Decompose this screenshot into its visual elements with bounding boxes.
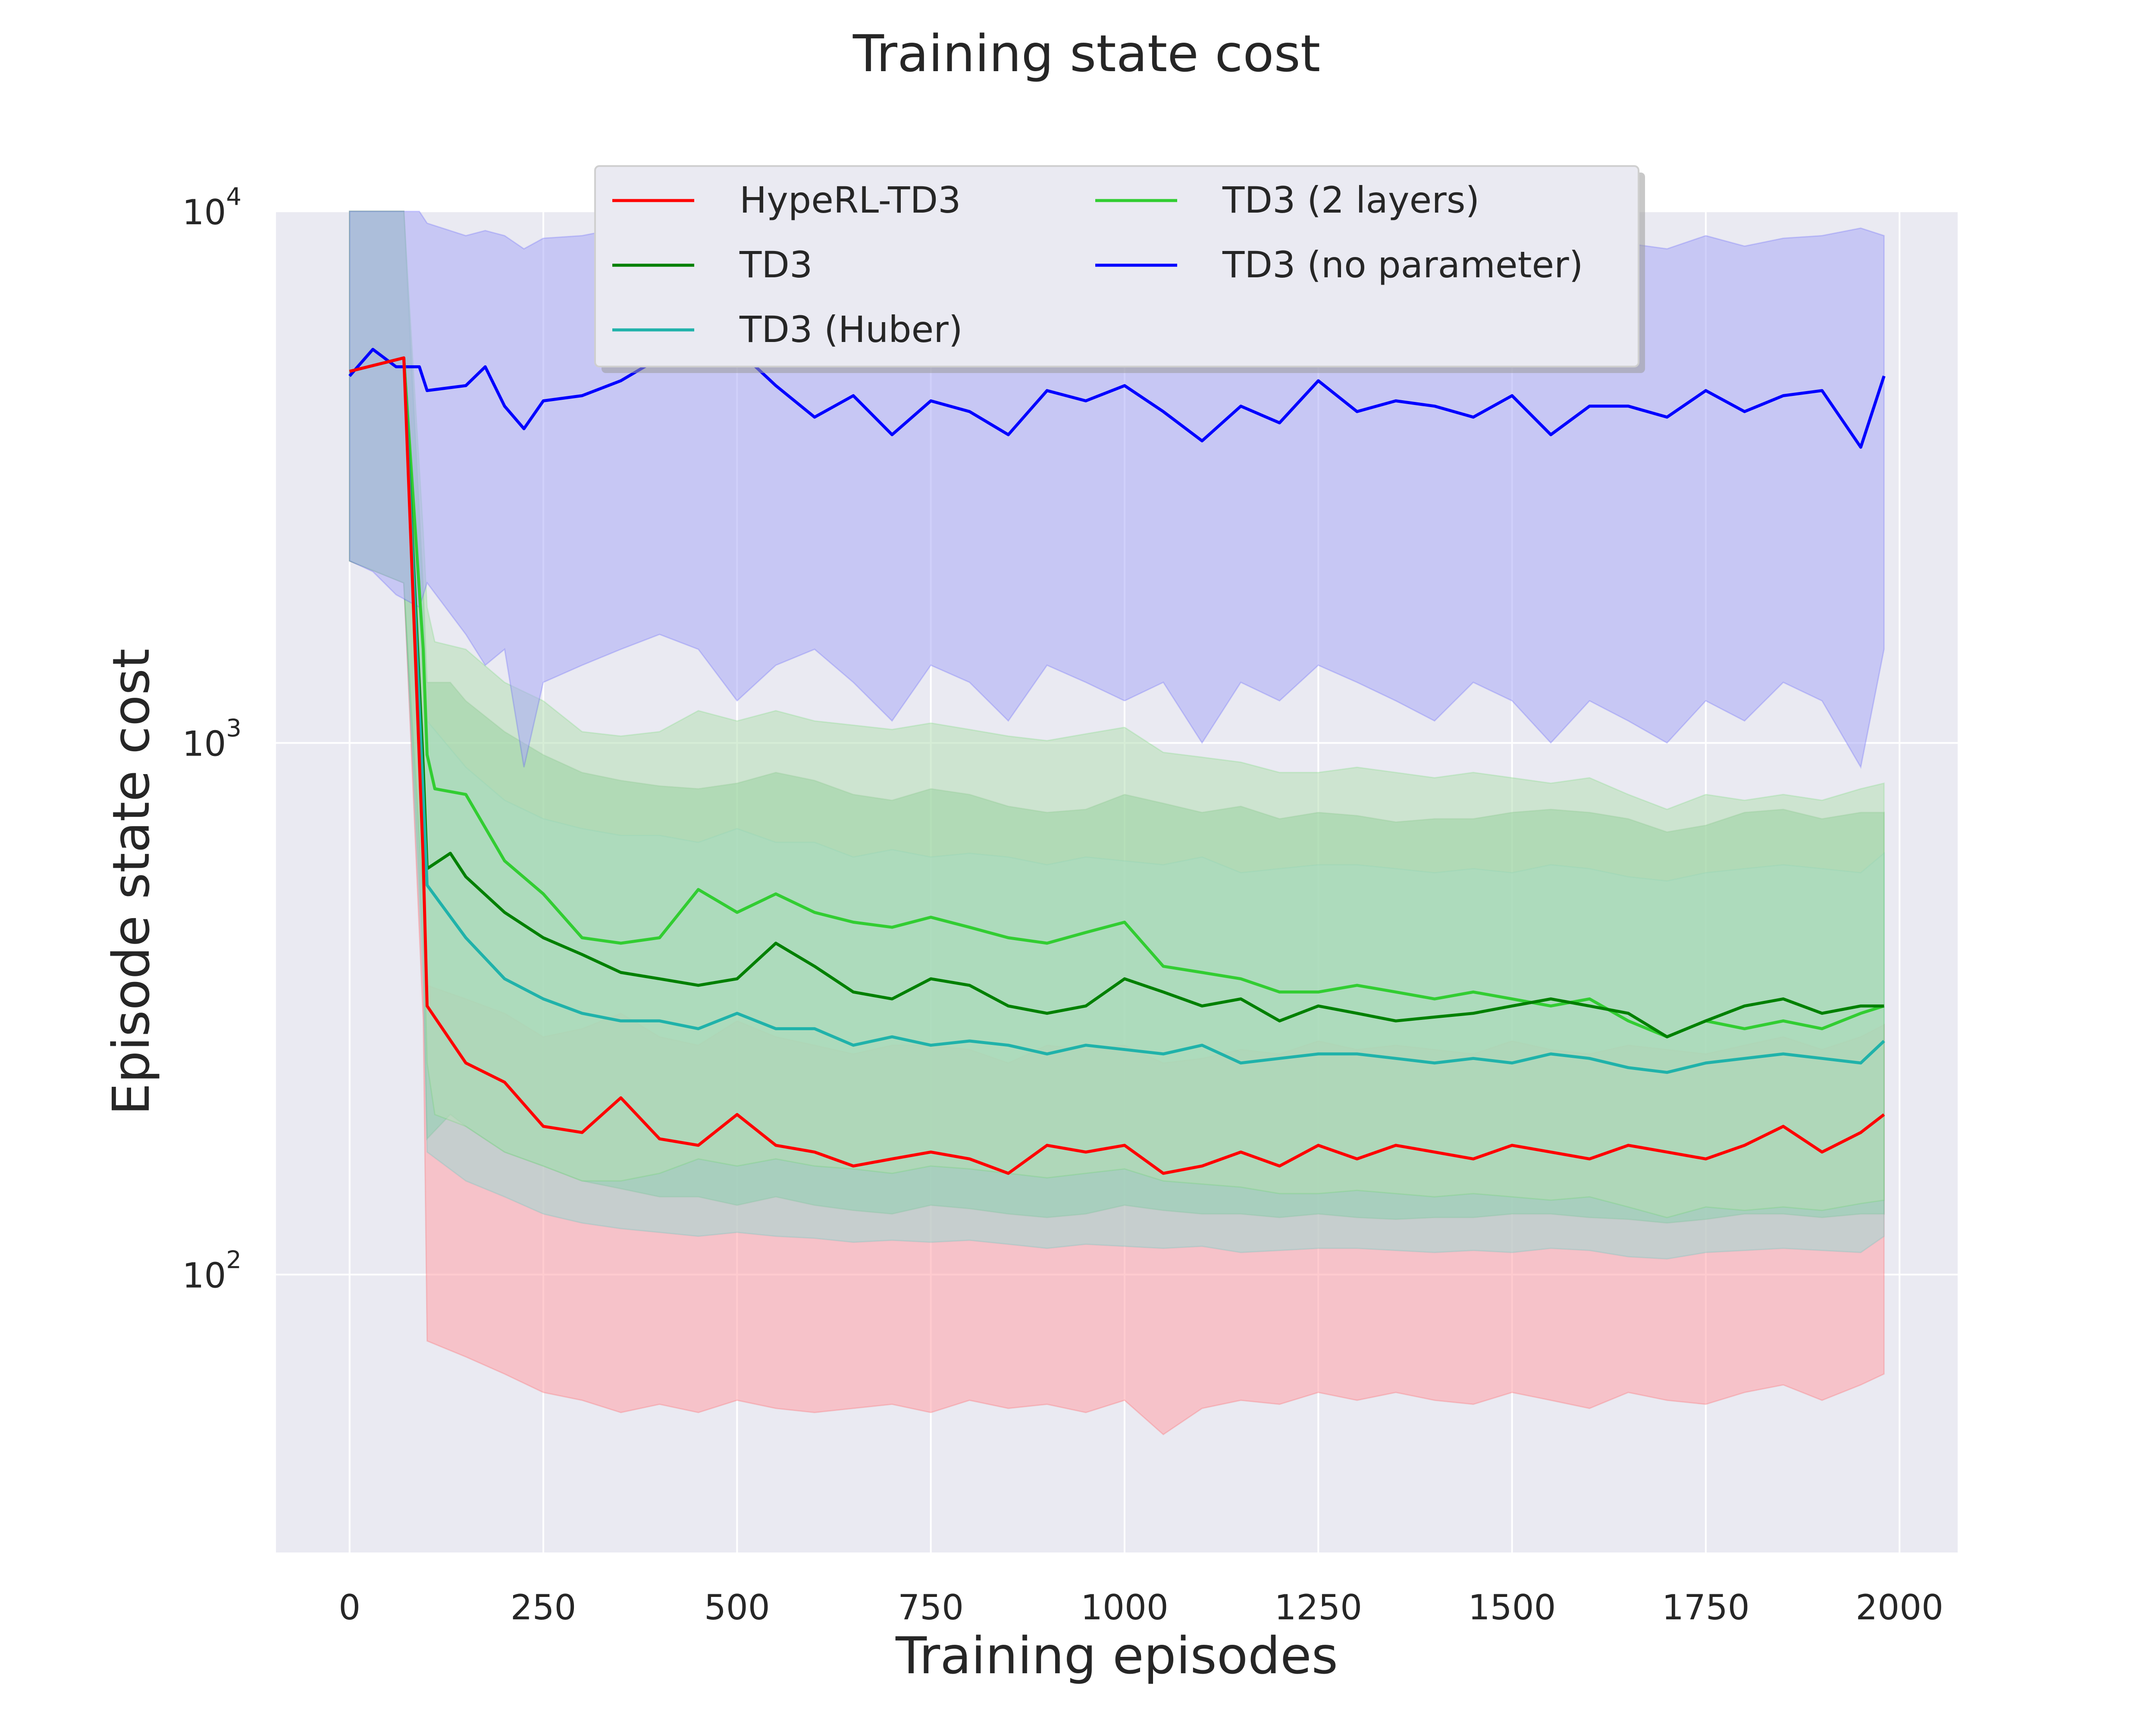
x-tick-label: 1500 bbox=[1468, 1587, 1556, 1628]
x-tick-label: 500 bbox=[704, 1587, 770, 1628]
x-tick-label: 1000 bbox=[1081, 1587, 1169, 1628]
x-tick-label: 750 bbox=[898, 1587, 964, 1628]
x-tick-label: 1250 bbox=[1274, 1587, 1362, 1628]
line-td3-2-layers- bbox=[349, 356, 1885, 1038]
legend-label-td3-2-layers-: TD3 (2 layers) bbox=[1222, 179, 1479, 221]
x-axis-label: Training episodes bbox=[895, 1626, 1338, 1685]
chart-title: Training state cost bbox=[852, 24, 1320, 83]
legend: HypeRL-TD3 TD3 TD3 (Huber) TD3 (2 layers) TD… bbox=[594, 165, 1645, 373]
legend-label-td3: TD3 bbox=[739, 244, 812, 286]
line-td3 bbox=[349, 356, 1884, 1038]
legend-label-hyperl-td3: HypeRL-TD3 bbox=[740, 179, 961, 221]
line-td3-huber- bbox=[349, 356, 1885, 1074]
x-tick-label: 2000 bbox=[1855, 1587, 1943, 1628]
x-tick-label: 0 bbox=[338, 1587, 360, 1628]
band-td3-2-layers- bbox=[349, 210, 1885, 1218]
legend-label-td3-no-parameter-: TD3 (no parameter) bbox=[1222, 244, 1583, 286]
series-lines bbox=[348, 348, 1886, 1175]
x-tick-label: 1750 bbox=[1662, 1587, 1750, 1628]
y-axis-label: Episode state cost bbox=[101, 649, 161, 1115]
line-td3-no-parameter- bbox=[348, 348, 1886, 449]
x-tick-labels: 0 250 500 750 1000 1250 1500 1750 2000 bbox=[338, 1587, 1943, 1628]
line-hyperl-td3 bbox=[349, 356, 1885, 1175]
y-tick-label: 102 bbox=[182, 1246, 241, 1295]
y-tick-labels: 102 103 104 bbox=[182, 183, 241, 1295]
legend-label-td3-huber-: TD3 (Huber) bbox=[739, 308, 963, 351]
y-tick-label: 103 bbox=[182, 715, 241, 764]
y-tick-label: 104 bbox=[182, 183, 241, 232]
x-tick-label: 250 bbox=[511, 1587, 577, 1628]
